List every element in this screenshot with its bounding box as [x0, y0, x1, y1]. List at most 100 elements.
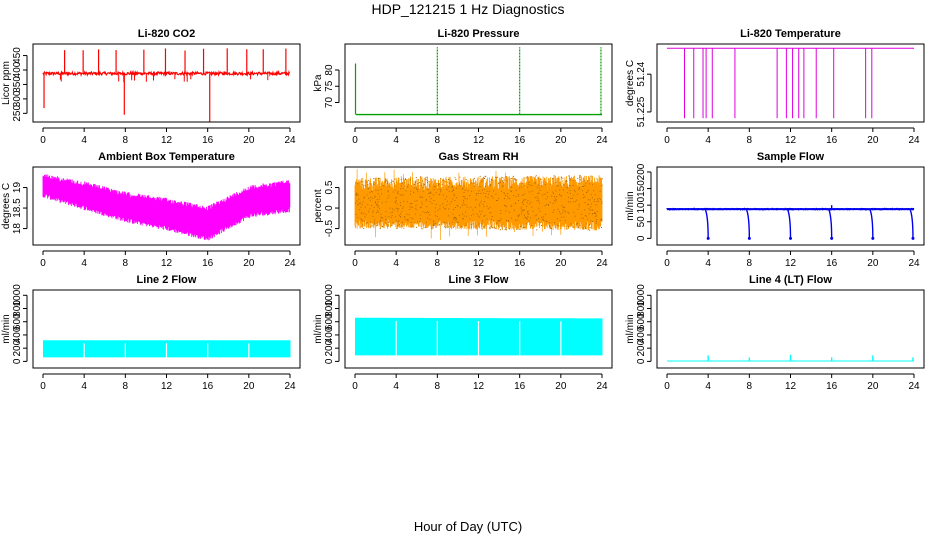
temperature-ylabel: degrees C [625, 60, 636, 106]
line3-ytick-label-3: 600 [324, 313, 335, 330]
pressure-xtick-label-5: 20 [555, 135, 567, 146]
sample-ytick-label-4: 200 [636, 163, 647, 180]
temperature-xtick-label-0: 0 [664, 135, 670, 146]
sample-ytick-label-1: 50 [636, 216, 647, 228]
co2-xtick-label-3: 12 [161, 135, 173, 146]
pressure-ytick-label-1: 75 [324, 80, 335, 92]
boxtemp-frame [32, 166, 301, 246]
line3-ytick-label-4: 800 [324, 300, 335, 317]
sample-xtick-label-0: 0 [664, 258, 670, 269]
rh-xtick-label-3: 12 [473, 258, 485, 269]
rh-xtick-label-0: 0 [352, 258, 358, 269]
sample-dip-1 [745, 208, 751, 239]
sample-xtick-label-6: 24 [908, 258, 920, 269]
sample-xtick-label-2: 8 [747, 258, 753, 269]
sample-dip-3 [828, 208, 833, 239]
sample-ytick-label-3: 150 [636, 180, 647, 197]
pressure-ylabel: kPa [313, 74, 324, 92]
pressure-series [354, 47, 602, 116]
pressure-xtick-label-1: 4 [393, 135, 399, 146]
temperature-title: Li-820 Temperature [740, 28, 841, 40]
sample-dip-0 [704, 208, 709, 239]
temperature-xtick-label-6: 24 [908, 135, 920, 146]
boxtemp-xtick-label-6: 24 [284, 258, 296, 269]
line2-ytick-label-5: 1000 [12, 284, 23, 307]
boxtemp-band [42, 174, 291, 241]
line3-series [355, 317, 603, 356]
temperature-xtick-label-3: 12 [785, 135, 797, 146]
co2-series [42, 48, 291, 122]
pressure-frame [344, 43, 613, 123]
line4-ytick-label-1: 200 [636, 339, 647, 356]
pressure-title: Li-820 Pressure [438, 28, 520, 40]
line2-ytick-label-4: 800 [12, 300, 23, 317]
boxtemp-xtick-label-4: 16 [202, 258, 214, 269]
co2-frame [32, 43, 301, 123]
rh-band [354, 175, 603, 231]
co2-ylabel: Licor ppm [1, 61, 12, 105]
line4-title: Line 4 (LT) Flow [749, 274, 832, 286]
co2-xtick-label-2: 8 [123, 135, 129, 146]
boxtemp-ylabel: degrees C [1, 183, 12, 229]
sample-dip-point-3 [830, 236, 834, 240]
rh-ytick-label-0: -0.5 [324, 220, 335, 238]
pressure-ytick-label-2: 80 [324, 64, 335, 76]
rh-xtick-label-5: 20 [555, 258, 567, 269]
panel-temperature: Li-820 Temperature degrees C 0 4 8 12 16 20 24 51… [625, 28, 925, 146]
rh-series [354, 169, 603, 240]
line2-title: Line 2 Flow [137, 274, 197, 286]
line3-title: Line 3 Flow [449, 274, 509, 286]
line3-xtick-label-4: 16 [514, 381, 526, 392]
boxtemp-xtick-label-0: 0 [40, 258, 46, 269]
sample-dip-5 [909, 208, 914, 239]
line2-xtick-label-1: 4 [81, 381, 87, 392]
temperature-xtick-label-5: 20 [867, 135, 879, 146]
pressure-xtick-label-0: 0 [352, 135, 358, 146]
line2-ytick-label-3: 600 [12, 313, 23, 330]
sample-ylabel: ml/min [625, 191, 636, 220]
rh-ytick-label-2: 0.5 [324, 180, 335, 194]
line3-ytick-label-0: 0 [324, 358, 335, 364]
sample-dip-point-0 [706, 236, 710, 240]
rh-outliers [356, 169, 599, 240]
sample-xtick-label-3: 12 [785, 258, 797, 269]
line4-ytick-label-0: 0 [636, 358, 647, 364]
rh-texture [355, 175, 603, 231]
line4-ytick-label-5: 1000 [636, 284, 647, 307]
boxtemp-xtick-label-5: 20 [243, 258, 255, 269]
sample-dip-point-2 [789, 236, 792, 240]
line2-frame [32, 289, 301, 369]
line3-ytick-label-1: 200 [324, 339, 335, 356]
sample-dip-point-1 [747, 236, 751, 240]
line2-xtick-label-0: 0 [40, 381, 46, 392]
rh-frame [344, 166, 613, 246]
panel-line3: Line 3 Flow ml/min 0 4 8 12 16 20 24 0 20040060080… [313, 274, 613, 392]
line3-frame [344, 289, 613, 369]
pressure-xtick-label-2: 8 [435, 135, 441, 146]
line4-xtick-label-1: 4 [705, 381, 711, 392]
co2-line [42, 69, 291, 78]
sample-dip-point-5 [911, 236, 915, 240]
rh-xtick-label-2: 8 [435, 258, 441, 269]
line4-xtick-label-3: 12 [785, 381, 797, 392]
rh-ylabel: percent [313, 189, 324, 223]
line2-xtick-label-2: 8 [123, 381, 129, 392]
line2-xtick-label-5: 20 [243, 381, 255, 392]
co2-xtick-label-5: 20 [243, 135, 255, 146]
boxtemp-ytick-label-1: 18.5 [12, 198, 23, 218]
figure-xlabel: Hour of Day (UTC) [414, 519, 522, 534]
temperature-frame [656, 43, 925, 123]
boxtemp-xtick-label-3: 12 [161, 258, 173, 269]
line3-xtick-label-3: 12 [473, 381, 485, 392]
co2-xtick-label-0: 0 [40, 135, 46, 146]
rh-xtick-label-1: 4 [393, 258, 399, 269]
temperature-xtick-label-2: 8 [747, 135, 753, 146]
line3-xtick-label-2: 8 [435, 381, 441, 392]
boxtemp-title: Ambient Box Temperature [98, 151, 235, 163]
co2-ytick-label-2: 350 [12, 76, 23, 93]
boxtemp-xtick-label-2: 8 [123, 258, 129, 269]
figure-title: HDP_121215 1 Hz Diagnostics [372, 1, 565, 17]
